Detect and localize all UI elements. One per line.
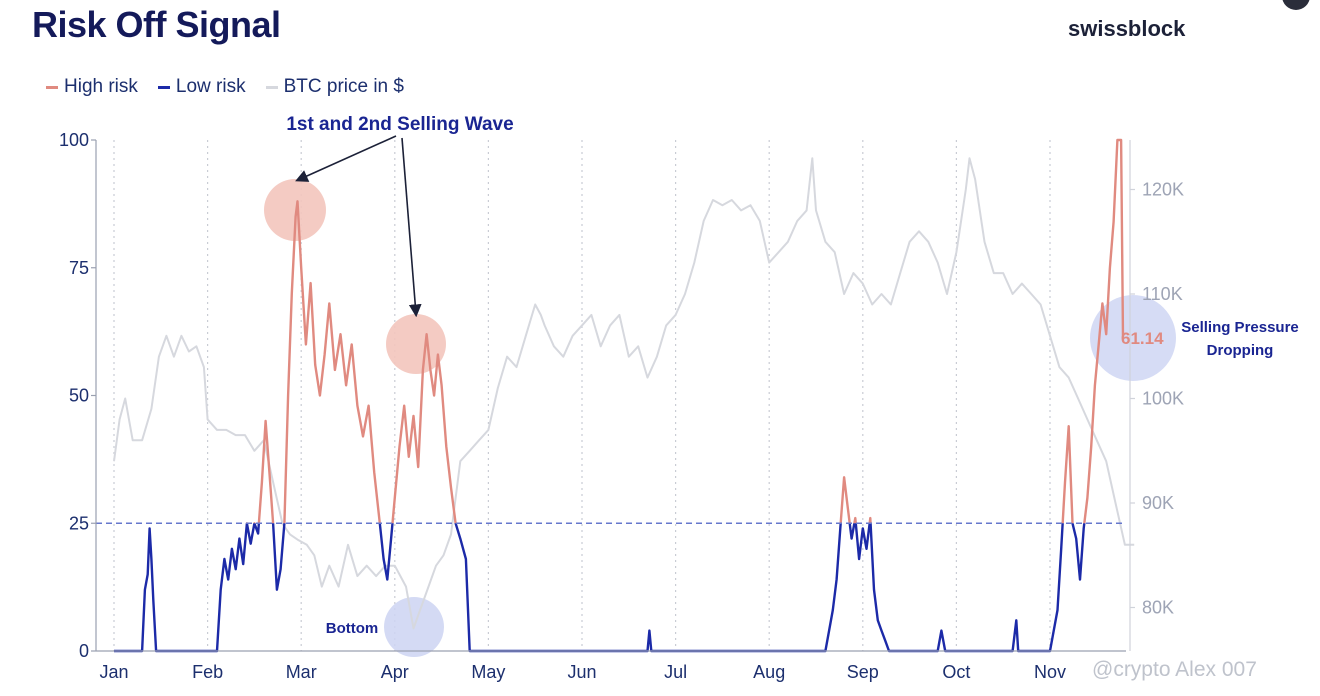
x-tick-label-oct: Oct: [942, 662, 970, 682]
legend-item-high-risk[interactable]: High risk: [46, 76, 138, 98]
current-value-label: 61.14: [1121, 329, 1164, 348]
first-wave-highlight: [264, 179, 326, 241]
x-tick-label-mar: Mar: [286, 662, 317, 682]
x-tick-label-jun: Jun: [567, 662, 596, 682]
y-right-tick-label-110000: 110K: [1142, 284, 1183, 304]
y-left-tick-label-50: 50: [69, 386, 89, 406]
x-tick-label-apr: Apr: [381, 662, 409, 682]
x-tick-label-feb: Feb: [192, 662, 223, 682]
current-value-highlight: [1090, 295, 1176, 381]
y-right-tick-label-100000: 100K: [1142, 389, 1184, 409]
second-wave-highlight: [386, 314, 446, 374]
btc-price-layer: [113, 157, 1135, 630]
chart-legend: High risk Low risk BTC price in $: [46, 76, 404, 98]
annotation-selling-pressure-line-1: Selling Pressure: [1181, 319, 1299, 336]
x-tick-label-jan: Jan: [99, 662, 128, 682]
btc-price-line: [113, 157, 1135, 630]
y-left-tick-label-25: 25: [69, 513, 89, 533]
annotation-bottom: Bottom: [326, 620, 379, 637]
x-axis-labels: Jan Feb Mar Apr May Jun Jul Aug Sep Oct Nov: [99, 662, 1066, 682]
y-left-tick-label-75: 75: [69, 258, 89, 278]
avatar: [1282, 0, 1310, 10]
legend-label-low-risk: Low risk: [175, 76, 246, 97]
x-tick-label-sep: Sep: [847, 662, 879, 682]
chart-axes: [91, 139, 1135, 652]
legend-item-btc-price[interactable]: BTC price in $: [265, 76, 404, 98]
chart-annotations: 1st and 2nd Selling Wave Bottom Selling Pr…: [286, 114, 1298, 637]
legend-label-btc-price: BTC price in $: [283, 76, 404, 97]
arrow-first-wave: [295, 135, 397, 182]
high-risk-line: [245, 138, 1125, 524]
y-left-tick-label-0: 0: [79, 641, 89, 661]
y-left-tick-label-100: 100: [59, 130, 89, 150]
y-right-tick-label-120000: 120K: [1142, 180, 1184, 200]
brand-logo: swissblock: [1068, 16, 1186, 41]
legend-label-high-risk: High risk: [64, 76, 138, 97]
arrow-second-wave: [401, 137, 422, 318]
legend-swatch-low-risk: [157, 85, 170, 89]
legend-item-low-risk[interactable]: Low risk: [157, 76, 246, 98]
y-left-axis-labels: 0 25 50 75 100: [59, 130, 89, 661]
x-tick-label-nov: Nov: [1034, 662, 1066, 682]
legend-swatch-high-risk: [46, 85, 58, 89]
annotation-selling-pressure-line-2: Dropping: [1207, 342, 1274, 359]
chart-gridlines: [113, 140, 1051, 651]
x-tick-label-jul: Jul: [664, 662, 687, 682]
x-tick-label-aug: Aug: [753, 662, 785, 682]
y-right-axis-labels: 80K 90K 100K 110K 120K: [1142, 180, 1184, 618]
watermark: @crypto Alex 007: [1092, 658, 1257, 681]
y-right-tick-label-90000: 90K: [1142, 493, 1174, 513]
page-title: Risk Off Signal: [32, 4, 281, 45]
chart-highlights: [264, 179, 1176, 657]
y-right-tick-label-80000: 80K: [1142, 598, 1174, 618]
annotation-selling-wave: 1st and 2nd Selling Wave: [286, 114, 513, 135]
x-tick-label-may: May: [471, 662, 505, 682]
legend-swatch-btc-price: [265, 85, 278, 89]
